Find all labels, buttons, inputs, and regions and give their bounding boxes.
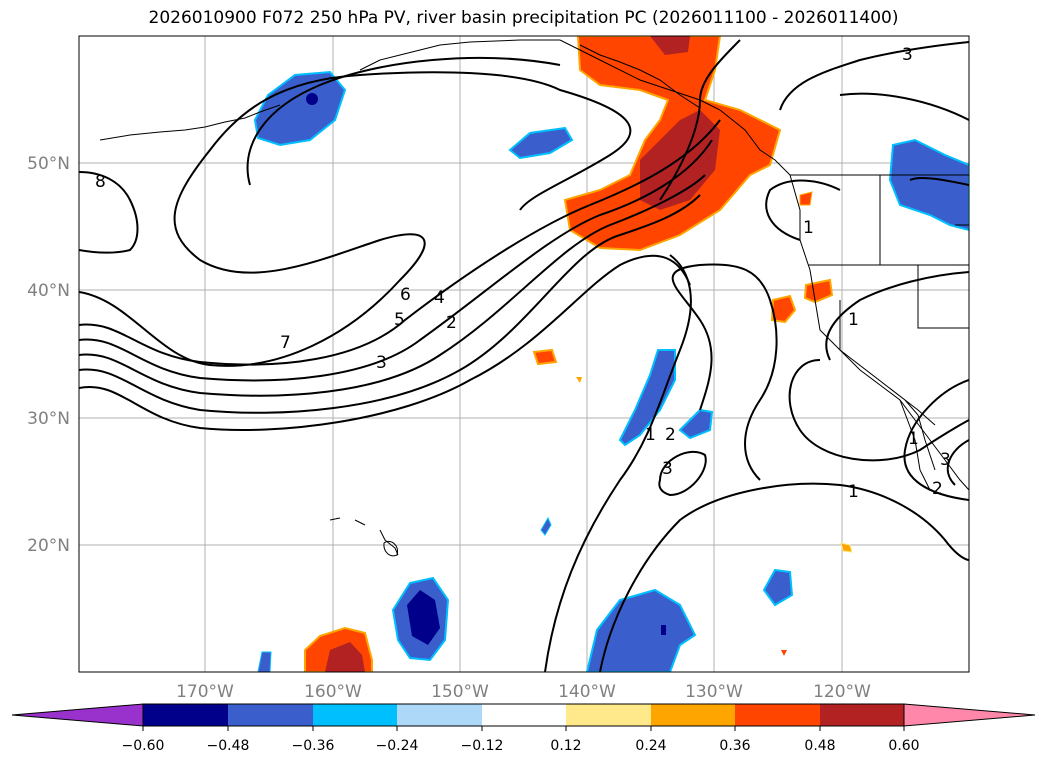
precip-nw-cal-2 xyxy=(770,294,797,324)
pv-contour-6 xyxy=(79,119,721,366)
precip-aleutian xyxy=(253,70,347,147)
colorbar-tick-label: −0.12 xyxy=(461,738,504,754)
pv-contours xyxy=(79,39,969,672)
lat-label: 20°N xyxy=(27,536,70,556)
precip-positive-regions xyxy=(304,36,853,672)
contour-label: 4 xyxy=(434,288,445,308)
contour-label: 5 xyxy=(394,310,405,330)
contour-label: 2 xyxy=(665,425,676,445)
pv-contour-4 xyxy=(79,174,706,397)
contour-label: 2 xyxy=(932,479,943,499)
colorbar-tick-label: 0.12 xyxy=(550,738,581,754)
colorbar-tick-label: 0.36 xyxy=(719,738,750,754)
lon-label: 160°W xyxy=(304,682,362,702)
pv-contour-2 xyxy=(79,254,691,431)
pv-contour-7 xyxy=(79,71,632,367)
lon-label: 120°W xyxy=(813,682,871,702)
colorbar-under-arrow xyxy=(11,703,144,727)
coastlines xyxy=(99,39,969,557)
contour-label: 1 xyxy=(803,218,814,238)
colorbar-bin xyxy=(820,704,904,726)
precip-rockies xyxy=(888,138,969,232)
colorbar-bin xyxy=(735,704,820,726)
precip-north-pacific xyxy=(508,126,574,160)
colorbar-bin xyxy=(228,704,313,726)
contour-label: 3 xyxy=(940,450,951,470)
colorbar-bin xyxy=(143,704,228,726)
contour-label: 1 xyxy=(908,429,919,449)
colorbar-tick-label: −0.48 xyxy=(207,738,250,754)
colorbar-bin xyxy=(397,704,482,726)
lat-label: 40°N xyxy=(27,281,70,301)
lon-label: 170°W xyxy=(176,682,234,702)
contour-label: 7 xyxy=(280,333,291,353)
pv-contour-8 xyxy=(79,171,139,254)
colorbar-tick-label: 0.60 xyxy=(888,738,919,754)
contour-label: 8 xyxy=(95,172,106,192)
contour-label: 1 xyxy=(645,425,656,445)
precip-mid-pac-small xyxy=(532,348,558,366)
pv-contour-5 xyxy=(79,139,713,382)
latitude-labels: 50°N 40°N 30°N 20°N xyxy=(27,154,70,556)
precip-oregon xyxy=(799,191,813,206)
contour-label: 2 xyxy=(446,313,457,333)
colorbar-bin xyxy=(482,704,566,726)
contour-label: 6 xyxy=(400,285,411,305)
colorbar-bin xyxy=(566,704,651,726)
colorbar-tick-label: −0.24 xyxy=(376,738,419,754)
colorbar-tick-label: 0.24 xyxy=(635,738,666,754)
contour-label: 1 xyxy=(848,310,859,330)
precip-gulf-alaska-core xyxy=(640,110,720,210)
longitude-labels: 170°W 160°W 150°W 140°W 130°W 120°W xyxy=(176,682,871,702)
lon-label: 140°W xyxy=(558,682,616,702)
colorbar-over-arrow xyxy=(903,703,1036,727)
pv-contour-3 xyxy=(79,194,701,414)
lon-label: 130°W xyxy=(685,682,743,702)
map-border xyxy=(78,35,970,673)
precip-east-pacific xyxy=(585,588,697,672)
colorbar-tick-label: −0.36 xyxy=(292,738,335,754)
contour-label: 1 xyxy=(848,482,859,502)
colorbar: −0.60 −0.48 −0.36 −0.24 −0.12 0.12 0.24 … xyxy=(11,703,1036,754)
precip-negative-regions xyxy=(253,70,969,672)
colorbar-bin xyxy=(651,704,735,726)
pv-contour-labels: 8 7 6 5 4 3 2 1 1 1 1 1 2 3 3 3 2 xyxy=(95,45,951,502)
lat-label: 30°N xyxy=(27,409,70,429)
lon-label: 150°W xyxy=(431,682,489,702)
contour-label: 3 xyxy=(902,45,913,65)
map-title: 2026010900 F072 250 hPa PV, river basin … xyxy=(148,8,899,28)
colorbar-tick-label: 0.48 xyxy=(804,738,835,754)
contour-label: 3 xyxy=(662,459,673,479)
colorbar-bin xyxy=(313,704,397,726)
precip-nw-cal-1 xyxy=(803,278,834,304)
colorbar-tick-label: −0.60 xyxy=(122,738,165,754)
lat-label: 50°N xyxy=(27,154,70,174)
contour-label: 3 xyxy=(376,353,387,373)
map-panel xyxy=(79,36,969,672)
pv-contour-1-main xyxy=(544,254,692,672)
